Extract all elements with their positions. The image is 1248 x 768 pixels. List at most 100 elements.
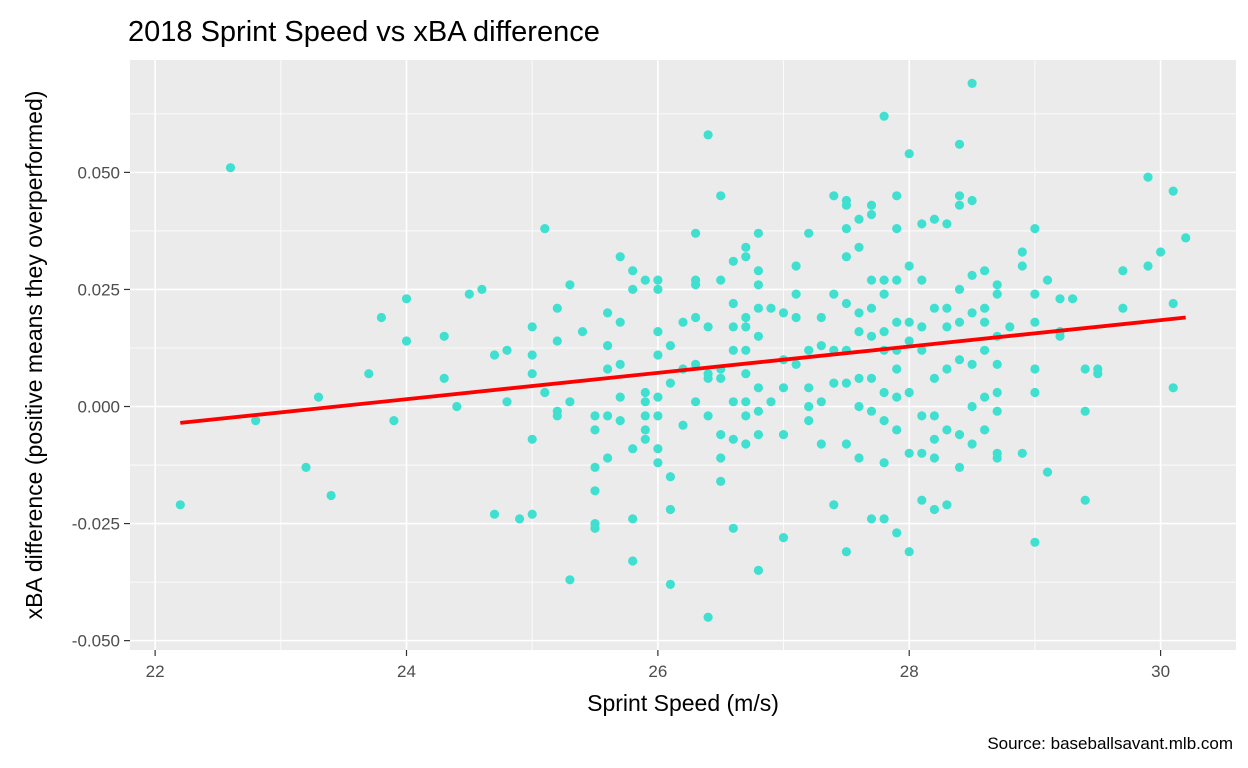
data-point (854, 401, 864, 412)
data-point (854, 242, 864, 252)
y-tick-label: 0.000 (77, 398, 120, 417)
data-point (565, 280, 575, 290)
data-point (603, 341, 613, 351)
data-point (753, 266, 764, 276)
data-point (879, 275, 889, 285)
data-point (1030, 537, 1040, 547)
data-point (841, 547, 852, 557)
data-point (628, 266, 638, 276)
data-point (929, 373, 940, 383)
x-tick-label: 22 (146, 662, 165, 681)
data-point (565, 575, 575, 585)
data-point (841, 224, 852, 234)
data-point (992, 406, 1002, 416)
data-point (866, 514, 877, 524)
data-point (980, 266, 990, 276)
data-point (753, 383, 764, 393)
data-point (892, 191, 902, 201)
data-point (980, 317, 990, 327)
data-point (816, 341, 826, 351)
minor-gridlines (130, 60, 1236, 650)
data-point (527, 322, 537, 332)
data-point (389, 416, 399, 426)
data-point (640, 275, 650, 285)
data-point (640, 387, 650, 398)
data-point (954, 317, 965, 327)
data-point (665, 504, 676, 515)
data-point (917, 345, 927, 355)
data-point (603, 411, 613, 421)
data-point (879, 514, 889, 524)
data-point (954, 284, 965, 294)
data-point (854, 214, 864, 224)
data-point (703, 411, 713, 421)
data-point (716, 275, 726, 285)
data-point (1055, 294, 1065, 304)
data-point (929, 303, 940, 313)
data-point (967, 359, 977, 369)
data-point (804, 228, 814, 238)
data-point (980, 345, 990, 355)
data-point (640, 411, 650, 421)
data-point (816, 439, 826, 449)
data-point (917, 495, 927, 505)
data-point (527, 434, 537, 444)
data-point (301, 462, 311, 472)
data-point (791, 312, 801, 323)
data-point (879, 327, 889, 337)
data-point (1168, 383, 1178, 393)
data-point (401, 294, 412, 304)
data-point (892, 317, 902, 327)
data-point (527, 350, 537, 360)
data-point (741, 369, 751, 379)
data-point (728, 523, 738, 533)
data-point (766, 303, 776, 313)
data-point (552, 336, 562, 346)
data-point (1181, 233, 1191, 243)
data-point (628, 444, 638, 454)
data-point (942, 219, 952, 229)
data-point (841, 378, 852, 388)
data-point (954, 191, 965, 201)
data-point (590, 425, 600, 435)
data-point (942, 303, 952, 313)
data-point (929, 411, 940, 421)
data-point (1042, 467, 1053, 477)
y-axis-ticks: -0.050 -0.025 0.000 0.025 0.050 (72, 163, 130, 651)
x-tick-label: 28 (900, 662, 919, 681)
data-point (603, 364, 613, 374)
data-point (778, 308, 789, 318)
data-point (590, 523, 600, 533)
data-point (452, 401, 462, 412)
data-point (917, 322, 927, 332)
y-tick-label: -0.050 (72, 632, 120, 651)
data-point (1030, 317, 1040, 327)
data-point (1030, 224, 1040, 234)
data-point (691, 280, 701, 290)
data-point (917, 275, 927, 285)
data-point (1017, 247, 1027, 257)
data-point (1055, 331, 1065, 341)
data-point (1080, 406, 1090, 416)
data-point (678, 420, 688, 430)
data-point (741, 345, 751, 355)
data-point (1168, 298, 1178, 309)
data-point (829, 191, 839, 201)
data-point (615, 317, 625, 327)
data-point (741, 411, 751, 421)
y-tick-label: 0.050 (77, 163, 120, 182)
data-point (552, 303, 562, 313)
data-point (653, 392, 663, 402)
data-point (691, 359, 701, 369)
data-point (929, 504, 940, 515)
data-point (540, 387, 550, 398)
data-point (804, 383, 814, 393)
data-point (841, 252, 852, 262)
data-point (691, 312, 701, 323)
data-point (866, 275, 877, 285)
data-point (879, 458, 889, 468)
data-point (942, 364, 952, 374)
data-point (1118, 303, 1128, 313)
data-point (653, 327, 663, 337)
data-point (929, 453, 940, 463)
